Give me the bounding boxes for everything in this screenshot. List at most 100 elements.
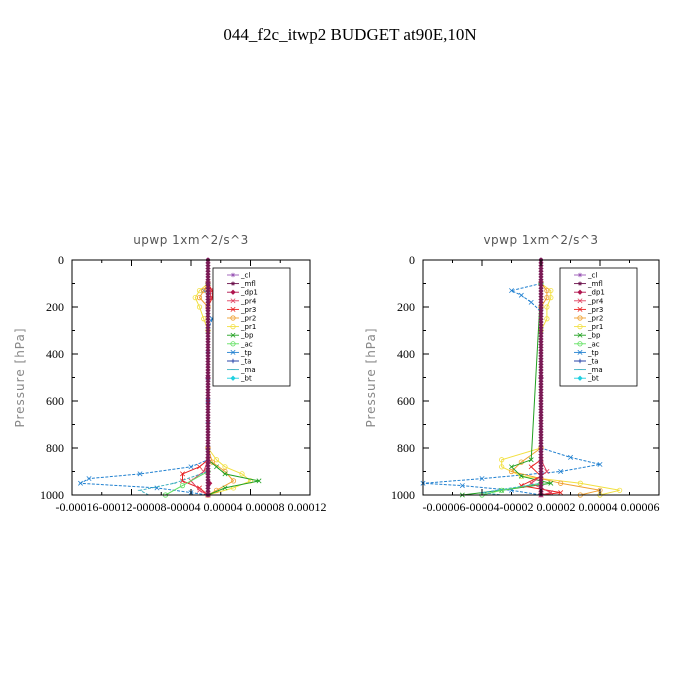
series-line — [78, 283, 222, 496]
legend-label: _ta — [240, 358, 252, 366]
legend-marker — [230, 375, 236, 381]
legend-box — [559, 267, 638, 387]
legend-marker — [577, 298, 583, 304]
legend-label: _bt — [587, 375, 599, 383]
y-tick-label: 400 — [46, 347, 64, 361]
legend-item: _bp — [574, 332, 601, 340]
series-point — [459, 483, 465, 489]
series-point — [597, 461, 603, 467]
series-point — [544, 304, 550, 310]
figure-title: 044_f2c_itwp2 BUDGET at90E,10N — [223, 25, 476, 44]
series-line — [481, 283, 542, 496]
legend-label: _pr3 — [587, 306, 603, 314]
legend-marker — [577, 289, 583, 295]
series-point — [544, 469, 550, 474]
series-point — [548, 294, 554, 301]
y-tick-label: 200 — [46, 300, 64, 314]
legend-item: _ma — [574, 366, 603, 374]
series-point — [222, 471, 228, 477]
series-point — [196, 294, 203, 301]
vpwp-panel: vpwp 1xm^2/s^3 Pressure [hPa] 0 200 400 600 80… — [364, 233, 660, 514]
legend-item: _bt — [574, 375, 599, 383]
series-point — [528, 457, 534, 463]
legend-label: _ma — [240, 366, 256, 374]
legend-label: _pr2 — [587, 315, 603, 323]
legend-marker — [577, 375, 583, 381]
panel-title: upwp 1xm^2/s^3 — [133, 233, 249, 247]
legend-label: _mfl — [587, 280, 603, 288]
legend-marker — [577, 349, 583, 355]
y-tick-label: 1000 — [40, 488, 64, 502]
legend-marker — [577, 272, 583, 278]
legend-label: _ac — [587, 340, 600, 348]
legend-item: _pr1 — [574, 323, 603, 331]
legend-label: _mfl — [240, 280, 256, 288]
series-point — [544, 294, 550, 301]
legend-label: _cl — [587, 272, 597, 280]
legend-item: _ac — [574, 340, 600, 348]
series-point — [499, 457, 505, 463]
legend-item: _ac — [227, 340, 253, 348]
y-tick-label: 0 — [409, 253, 415, 267]
legend-item: _pr3 — [574, 306, 603, 314]
legend-item: _tp — [227, 349, 252, 357]
series-point — [197, 464, 202, 470]
legend-marker — [230, 341, 236, 347]
series-point — [509, 288, 514, 294]
legend-label: _ac — [240, 340, 253, 348]
series-point — [222, 485, 228, 491]
legend-item: _pr4 — [574, 297, 604, 305]
legend-marker — [577, 281, 583, 286]
series-point — [508, 468, 515, 475]
series-point — [256, 478, 262, 484]
series-point — [548, 480, 554, 486]
y-tick-label: 600 — [46, 394, 64, 408]
series-point — [509, 464, 514, 470]
legend-label: _bp — [240, 332, 254, 340]
legend-label: _tp — [587, 349, 599, 357]
x-tick-labels: -0.00016-00012-00008-00004 0.00004 0.000… — [56, 500, 327, 514]
series-point — [499, 487, 505, 493]
legend-marker — [230, 332, 236, 338]
series-point — [188, 464, 194, 470]
legend-label: _bp — [587, 332, 601, 340]
y-tick-label: 200 — [397, 300, 415, 314]
series-line — [138, 283, 209, 496]
series-point — [548, 287, 554, 294]
legend-label: _pr4 — [240, 297, 257, 305]
legend-item: _ma — [227, 366, 256, 374]
series-ma — [479, 283, 544, 496]
legend-marker — [230, 289, 236, 295]
legend-label: _pr2 — [240, 315, 256, 323]
legend-marker — [230, 298, 236, 304]
panel-title: vpwp 1xm^2/s^3 — [483, 233, 598, 247]
series-point — [528, 299, 534, 305]
legend-item: _dp1 — [574, 289, 605, 297]
series-point — [214, 464, 219, 470]
legend-item: _cl — [574, 272, 597, 280]
series-point — [558, 469, 564, 474]
series-point — [86, 476, 92, 482]
series-point — [544, 287, 550, 294]
legend-label: _tp — [240, 349, 252, 357]
y-tick-label: 0 — [58, 253, 64, 267]
series-line — [182, 283, 213, 496]
series-point — [197, 487, 202, 493]
legend: _cl_mfl_dp1_pr4_pr3_pr2_pr1_bp_ac_tp_ta_… — [212, 267, 291, 387]
legend-marker — [577, 306, 583, 312]
series-line — [462, 283, 551, 496]
series-point — [179, 482, 186, 489]
series-line — [481, 283, 542, 496]
x-tick-labels: -0.00006-00004-00002 0.00002 0.00004 0.0… — [423, 500, 660, 514]
legend-marker — [230, 281, 236, 286]
series-point — [230, 478, 237, 484]
series-point — [544, 316, 550, 322]
series-ac — [162, 280, 211, 498]
legend-label: _pr1 — [240, 323, 256, 331]
legend-marker — [230, 315, 236, 321]
series-point — [499, 464, 505, 470]
legend-item: _pr2 — [574, 315, 603, 323]
upwp-panel: upwp 1xm^2/s^3 Pressure [hPa] 0 200 400 600 80… — [13, 233, 326, 514]
y-tick-label: 800 — [46, 441, 64, 455]
